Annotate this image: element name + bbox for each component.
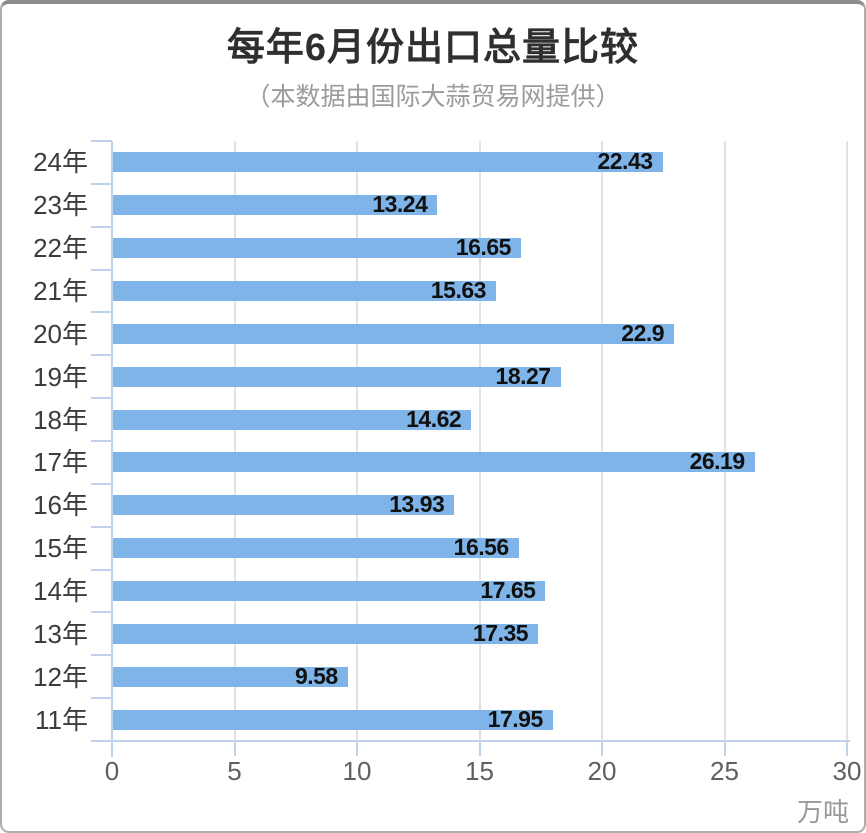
bar <box>113 238 521 259</box>
y-axis-label: 24年 <box>33 147 88 178</box>
bar <box>113 709 553 730</box>
x-axis-tick <box>233 741 236 756</box>
bar-value-label: 9.58 <box>294 662 338 689</box>
y-axis-tick <box>91 482 112 485</box>
y-axis-tick <box>91 525 112 528</box>
bar-value-label: 26.19 <box>689 448 746 475</box>
bar-value-label: 16.65 <box>455 234 512 261</box>
bar-value-label: 17.65 <box>480 577 536 603</box>
y-axis-tick <box>91 654 112 657</box>
bar <box>113 281 496 301</box>
y-axis-label: 12年 <box>33 661 88 692</box>
bar-value-label: 13.93 <box>389 491 445 518</box>
chart-title: 每年6月份出口总量比较 <box>226 27 640 69</box>
bar <box>113 538 519 559</box>
bar-value-label: 16.56 <box>453 534 510 561</box>
bar <box>113 409 472 430</box>
y-axis-tick <box>91 140 112 142</box>
x-axis-tick-label: 5 <box>227 756 242 786</box>
y-axis-label: 22年 <box>33 233 88 264</box>
bar-chart-plot-area: 24年 22.43 23年 13.24 22年 16.65 21年 15.63 20年 22.9 1… <box>2 4 864 831</box>
bar-value-label: 14.62 <box>406 405 462 432</box>
bar <box>113 623 539 644</box>
bar <box>113 366 561 387</box>
x-axis-tick <box>478 741 481 756</box>
y-axis-label: 16年 <box>33 490 88 521</box>
bar <box>113 152 663 173</box>
x-axis-tick-label: 30 <box>832 756 862 786</box>
y-axis-tick <box>91 311 112 314</box>
gridline <box>846 141 848 741</box>
y-axis-label: 18年 <box>33 404 88 435</box>
y-axis-tick <box>91 354 112 357</box>
y-axis-label: 13年 <box>33 618 88 649</box>
x-axis-tick-label: 10 <box>342 756 372 786</box>
bar-value-label: 17.35 <box>473 619 529 646</box>
x-axis-tick-label: 0 <box>104 756 120 786</box>
y-axis-tick <box>91 611 112 614</box>
x-axis-line <box>91 740 850 742</box>
y-axis-line <box>111 141 113 757</box>
y-axis-label: 14年 <box>33 576 88 606</box>
y-axis-tick <box>91 225 112 228</box>
gridline <box>601 141 603 741</box>
y-axis-tick <box>91 440 112 442</box>
chart-subtitle: （本数据由国际大蒜贸易网提供） <box>245 83 621 111</box>
bar <box>113 195 438 216</box>
bar <box>113 666 348 687</box>
y-axis-tick <box>91 182 112 185</box>
bar-value-label: 13.24 <box>372 191 428 218</box>
y-axis-tick <box>91 397 112 400</box>
bar-value-label: 22.43 <box>597 148 653 175</box>
y-axis-label: 23年 <box>33 190 88 221</box>
gridline <box>723 141 726 741</box>
y-axis-label: 20年 <box>33 318 88 349</box>
x-axis-tick-label: 15 <box>465 756 494 786</box>
bar <box>113 495 455 516</box>
x-axis-tick <box>356 741 358 756</box>
y-axis-label: 21年 <box>33 276 88 306</box>
y-axis-label: 19年 <box>33 361 88 392</box>
bar-value-label: 22.9 <box>621 319 665 346</box>
gridline <box>478 141 481 741</box>
y-axis-label: 15年 <box>33 533 88 564</box>
x-axis-tick <box>601 741 603 756</box>
x-axis-tick-label: 25 <box>710 756 739 786</box>
y-axis-tick <box>91 268 112 271</box>
y-axis-tick <box>91 568 112 571</box>
bar <box>113 581 546 601</box>
x-axis-unit-label: 万吨 <box>796 797 849 827</box>
y-axis-tick <box>91 697 112 700</box>
bar-value-label: 17.95 <box>487 705 544 732</box>
x-axis-tick <box>846 741 848 756</box>
bar <box>113 323 675 344</box>
bar <box>113 452 755 473</box>
gridline <box>233 141 236 741</box>
y-axis-label: 11年 <box>35 704 88 735</box>
bar-value-label: 15.63 <box>430 277 487 303</box>
x-axis-tick <box>723 741 726 756</box>
y-axis-label: 17年 <box>33 447 88 478</box>
gridline <box>356 141 358 741</box>
x-axis-tick-label: 20 <box>587 756 617 786</box>
bar-value-label: 18.27 <box>495 362 552 389</box>
